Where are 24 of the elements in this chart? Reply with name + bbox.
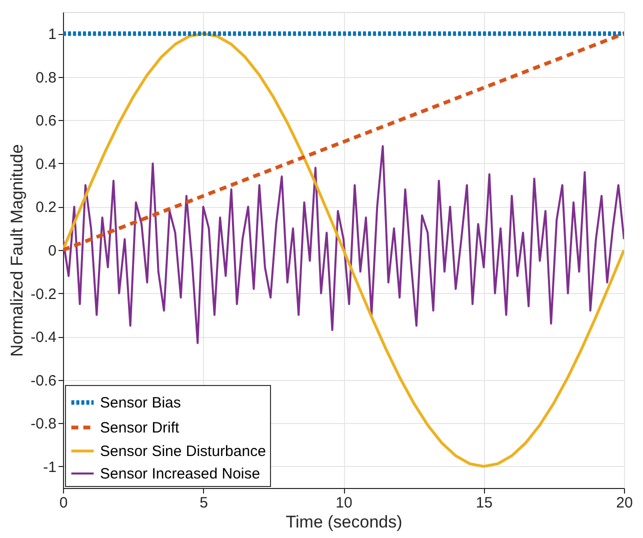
y-tick-label: 0.6 [36,112,56,130]
x-tick-label: 5 [200,494,208,512]
y-tick-label: 1 [48,26,56,44]
y-tick-label: -0.6 [30,372,56,390]
y-tick-label: -0.4 [30,329,56,346]
x-tick-label: 15 [476,494,493,512]
legend-label: Sensor Drift [100,420,180,436]
y-axis-title: Normalized Fault Magnitude [8,144,27,357]
y-tick-label: -1 [43,458,56,476]
y-tick-label: -0.2 [30,286,56,303]
legend-label: Sensor Increased Noise [100,466,260,482]
y-tick-label: 0.4 [36,156,56,173]
line-series [63,32,624,468]
y-tick-label: 0.2 [36,199,56,216]
legend-label: Sensor Sine Disturbance [100,443,266,460]
y-tick-label: 0.8 [36,69,56,86]
legend-label: Sensor Bias [100,394,181,412]
x-tick-label: 20 [616,494,633,512]
x-axis-title: Time (seconds) [286,512,402,532]
y-tick-label: -0.8 [30,416,56,433]
x-tick-label: 0 [59,494,68,512]
line-series [63,145,624,344]
y-tick-label: 0 [48,242,56,260]
x-tick-label: 10 [336,494,352,512]
